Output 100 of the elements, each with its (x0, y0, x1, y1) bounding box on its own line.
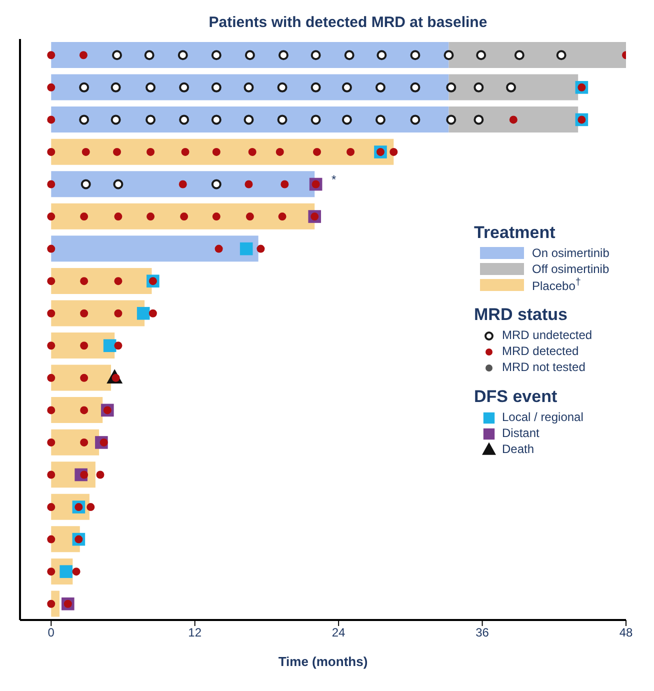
point (47, 406, 56, 414)
x-tick-label: 48 (619, 626, 633, 640)
point (47, 148, 56, 156)
point (310, 82, 321, 92)
legend-label: MRD undetected (502, 328, 592, 342)
point (47, 568, 56, 576)
point (103, 339, 116, 352)
point (113, 179, 124, 190)
point (47, 374, 56, 382)
annotation: MRD status (474, 305, 569, 325)
point (47, 600, 56, 608)
point (390, 148, 398, 156)
point (148, 309, 157, 318)
bar (51, 397, 103, 424)
bar (51, 300, 145, 326)
bar (51, 138, 394, 165)
point (114, 212, 122, 221)
point (342, 114, 352, 125)
point (375, 82, 386, 92)
x-tick-label: 24 (332, 626, 346, 640)
bar (51, 268, 152, 294)
bar (448, 74, 578, 100)
point (244, 82, 254, 92)
annotation: DFS event (474, 387, 558, 407)
point (114, 342, 122, 350)
point (244, 180, 253, 188)
point (80, 179, 91, 190)
point (146, 114, 156, 125)
point (179, 114, 190, 125)
point (556, 50, 566, 60)
point (47, 342, 56, 350)
point (410, 50, 420, 60)
point (278, 212, 286, 221)
x-tick-label: 0 (48, 626, 55, 640)
point (278, 50, 288, 60)
point (506, 82, 516, 92)
point (211, 50, 222, 60)
point (310, 50, 321, 60)
point (509, 116, 518, 124)
point (144, 50, 154, 60)
point (114, 277, 122, 286)
bar (51, 42, 449, 68)
bar (51, 171, 315, 198)
point (375, 114, 386, 125)
legend-label: On osimertinib (532, 246, 610, 260)
point (79, 51, 88, 60)
point (280, 180, 289, 188)
point (80, 277, 88, 286)
point (146, 212, 155, 221)
point (110, 114, 121, 125)
point (313, 148, 322, 156)
point (214, 244, 223, 253)
point (86, 503, 95, 512)
legend-label: Local / regional (502, 410, 584, 424)
point (80, 406, 88, 414)
point (244, 114, 254, 125)
point (178, 180, 187, 188)
point (47, 83, 56, 92)
point (211, 114, 222, 125)
point (47, 309, 56, 318)
point (79, 114, 90, 125)
point (80, 374, 88, 382)
point (344, 50, 354, 60)
point (444, 50, 454, 60)
point (114, 309, 122, 318)
point (47, 535, 56, 544)
point (246, 212, 254, 221)
point (244, 50, 255, 60)
point (47, 503, 56, 512)
x-axis-title: Time (months) (278, 654, 368, 669)
chart-title: Patients with detected MRD at baseline (208, 13, 488, 31)
point (514, 50, 524, 60)
point (80, 438, 88, 446)
point (212, 148, 220, 156)
point (240, 242, 253, 256)
point (96, 470, 104, 479)
legend-label: Death (502, 442, 534, 456)
point (47, 277, 56, 286)
point (346, 148, 355, 156)
point (474, 114, 484, 125)
legend-label: MRD detected (502, 344, 579, 358)
point (80, 342, 88, 350)
legend-label: Off osimertinib (532, 262, 610, 276)
point (47, 244, 56, 253)
point (310, 114, 321, 125)
point (277, 114, 288, 125)
point (112, 50, 122, 60)
point (476, 50, 486, 60)
legend-label: Distant (502, 426, 540, 440)
bar (51, 106, 449, 133)
point (80, 212, 88, 221)
point (110, 82, 121, 92)
point (136, 306, 150, 320)
point (256, 244, 265, 253)
point (446, 82, 456, 92)
point (113, 148, 122, 156)
point (212, 212, 220, 221)
point (180, 212, 188, 221)
point (211, 179, 222, 190)
legend-label: MRD not tested (502, 360, 586, 374)
